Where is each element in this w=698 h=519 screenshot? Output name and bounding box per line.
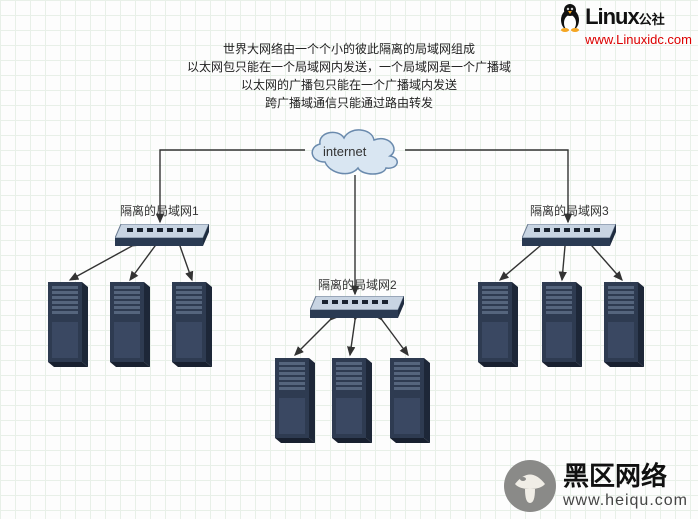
switch-icon — [522, 224, 616, 246]
server-icon — [275, 358, 315, 443]
server-icon — [110, 282, 150, 367]
watermark: 黑区网络 www.heiqu.com — [503, 459, 688, 513]
server-icon — [478, 282, 518, 367]
lan2-label: 隔离的局域网2 — [318, 276, 397, 293]
server-icon — [604, 282, 644, 367]
switch-icon — [115, 224, 209, 246]
server-icon — [390, 358, 430, 443]
lan3-label: 隔离的局域网3 — [530, 202, 609, 219]
server-icon — [332, 358, 372, 443]
server-icon — [542, 282, 582, 367]
server-icon — [172, 282, 212, 367]
internet-label: internet — [323, 144, 366, 159]
network-diagram: internet 隔离的局域网1 隔离的局域网2 隔离的局域网3 — [0, 0, 698, 519]
server-icon — [48, 282, 88, 367]
watermark-url: www.heiqu.com — [563, 492, 688, 510]
lan1-label: 隔离的局域网1 — [120, 202, 199, 219]
watermark-title: 黑区网络 — [563, 462, 688, 492]
switch-icon — [310, 296, 404, 318]
mushroom-icon — [503, 459, 557, 513]
